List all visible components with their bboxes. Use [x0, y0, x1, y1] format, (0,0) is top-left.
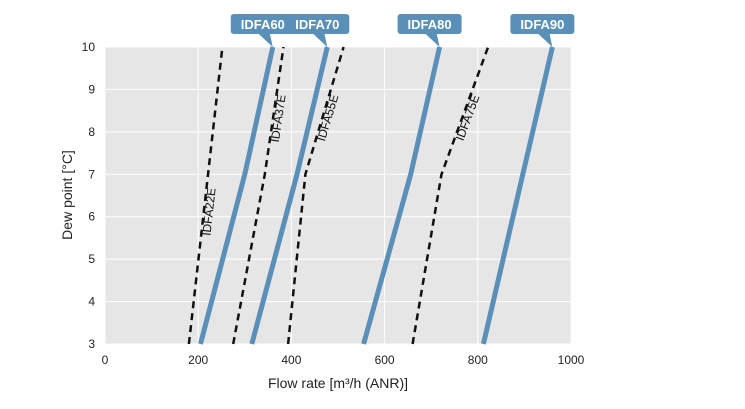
- tag-box: [285, 14, 350, 34]
- series-tag-idfa80: IDFA80: [397, 14, 462, 47]
- y-tick-7: 7: [88, 167, 95, 181]
- series-line-idfa90: [480, 46, 555, 345]
- y-tick-5: 5: [88, 252, 95, 266]
- series-line-idfa80: [361, 46, 443, 345]
- series-line-idfa55e: [286, 46, 345, 345]
- series-line-idfa70: [249, 46, 330, 345]
- y-tick-4: 4: [88, 295, 95, 309]
- x-axis-label: Flow rate [m³/h (ANR)]: [268, 375, 408, 391]
- y-tick-6: 6: [88, 210, 95, 224]
- tag-box: [510, 14, 575, 34]
- tag-text-idfa80: IDFA80: [408, 17, 452, 32]
- plot-background: [105, 47, 571, 344]
- tag-box: [230, 14, 295, 34]
- series-line-idfa60: [198, 46, 276, 345]
- x-tick-labels: 0 200 400 600 800 1000: [102, 353, 585, 367]
- series-label-idfa37e: IDFA37E: [268, 94, 289, 144]
- x-tick-600: 600: [375, 353, 395, 367]
- y-tick-3: 3: [88, 337, 95, 351]
- x-tick-200: 200: [188, 353, 208, 367]
- series-tag-idfa90: IDFA90: [510, 14, 575, 47]
- series-tag-idfa60: IDFA60: [230, 14, 295, 47]
- tag-pointer: [312, 33, 328, 47]
- y-tick-10: 10: [82, 40, 96, 54]
- tag-text-idfa70: IDFA70: [295, 17, 339, 32]
- y-tick-labels: 3 4 5 6 7 8 9 10: [82, 40, 96, 351]
- series-line-idfa37e: [231, 46, 285, 345]
- series-tags: IDFA60 IDFA70 IDFA80 IDFA90: [230, 14, 575, 47]
- tag-pointer: [537, 33, 553, 47]
- y-tick-8: 8: [88, 125, 95, 139]
- series-label-idfa22e: IDFA22E: [199, 187, 218, 236]
- tag-text-idfa90: IDFA90: [520, 17, 564, 32]
- tag-pointer: [424, 33, 440, 47]
- series-tag-idfa70: IDFA70: [285, 14, 350, 47]
- y-tick-9: 9: [88, 82, 95, 96]
- tag-box: [397, 14, 462, 34]
- series-group: [187, 46, 555, 345]
- x-tick-1000: 1000: [558, 353, 585, 367]
- tag-text-idfa60: IDFA60: [241, 17, 285, 32]
- series-line-idfa75e: [411, 46, 490, 345]
- x-tick-0: 0: [102, 353, 109, 367]
- x-tick-400: 400: [281, 353, 301, 367]
- tag-pointer: [257, 33, 273, 47]
- grid: [104, 46, 572, 345]
- y-axis-label: Dew point [°C]: [59, 150, 75, 240]
- x-tick-800: 800: [468, 353, 488, 367]
- series-line-idfa22e: [187, 46, 224, 345]
